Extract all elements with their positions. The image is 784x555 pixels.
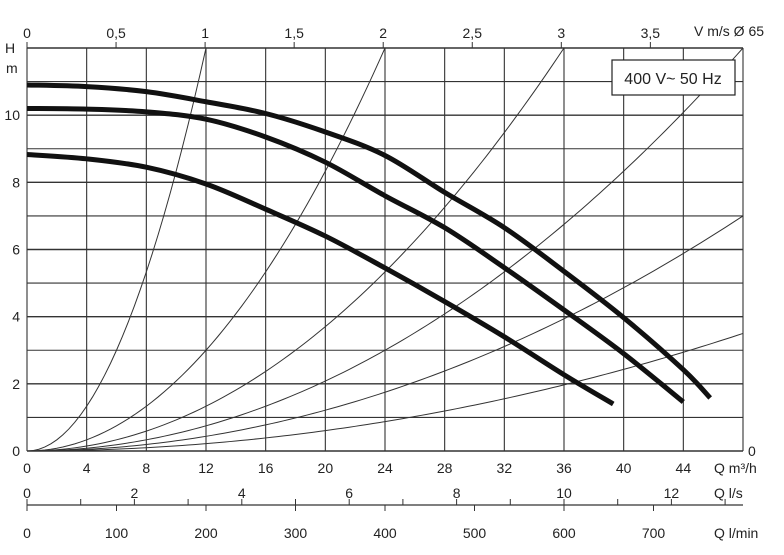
x-tick-label-m3h: 44 [676, 460, 692, 476]
x-tick-label-m3h: 8 [142, 460, 150, 476]
x-tick-label-m3h: 16 [258, 460, 274, 476]
pump-curves [26, 82, 713, 407]
x-tick-label-ls: 0 [23, 485, 31, 501]
x-tick-label-m3h: 24 [377, 460, 393, 476]
x-tick-label-lmin: 400 [373, 525, 397, 541]
y-tick-label: 2 [12, 376, 20, 392]
velocity-tick-label: 1 [201, 25, 209, 41]
y-tick-label: 0 [12, 443, 20, 459]
system-curve [26, 332, 744, 452]
system-curve [26, 47, 207, 452]
x-axis-m3h-label: Q m³/h [714, 460, 757, 476]
x-tick-label-m3h: 4 [83, 460, 91, 476]
velocity-tick-label: 3,5 [641, 25, 661, 41]
y-axis-label-h: H [5, 40, 15, 56]
system-curve [26, 47, 744, 452]
x-tick-label-m3h: 32 [497, 460, 513, 476]
y-tick-label: 6 [12, 242, 20, 258]
x-tick-label-ls: 8 [453, 485, 461, 501]
annotation-text: 400 V~ 50 Hz [624, 71, 721, 88]
x-tick-label-lmin: 500 [463, 525, 487, 541]
x-tick-label-m3h: 12 [198, 460, 214, 476]
y-tick-label: 8 [12, 174, 20, 190]
system-curves [26, 47, 744, 452]
velocity-tick-label: 2 [379, 25, 387, 41]
pump-curve [26, 105, 685, 404]
x-tick-label-m3h: 40 [616, 460, 632, 476]
system-curve [26, 47, 565, 452]
system-curve [26, 215, 744, 452]
annotation-box: 400 V~ 50 Hz [611, 59, 736, 96]
y-tick-label: 4 [12, 309, 20, 325]
x-tick-label-ls: 6 [345, 485, 353, 501]
x-axis-lmin-label: Q l/min [714, 525, 758, 541]
x-tick-label-lmin: 700 [642, 525, 666, 541]
x-tick-label-m3h: 20 [318, 460, 334, 476]
x-tick-label-lmin: 0 [23, 525, 31, 541]
x-tick-label-ls: 12 [664, 485, 680, 501]
system-curve [26, 47, 386, 452]
velocity-tick-label: 2,5 [463, 25, 483, 41]
velocity-tick-label: 0 [23, 25, 31, 41]
x-tick-label-lmin: 100 [105, 525, 129, 541]
velocity-axis-label: V m/s Ø 65 [694, 23, 764, 39]
x-tick-label-lmin: 300 [284, 525, 308, 541]
pump-curve [26, 82, 713, 400]
x-tick-label-m3h: 36 [556, 460, 572, 476]
velocity-tick-label: 3 [557, 25, 565, 41]
x-tick-label-lmin: 600 [552, 525, 576, 541]
pump-curve [26, 151, 615, 407]
x-axis-ls-label: Q l/s [714, 485, 743, 501]
velocity-tick-label: 1,5 [284, 25, 304, 41]
right-zero-label: 0 [748, 443, 756, 459]
x-tick-label-ls: 4 [238, 485, 246, 501]
grid [26, 47, 744, 452]
y-tick-label: 10 [4, 107, 20, 123]
x-tick-label-ls: 2 [131, 485, 139, 501]
y-axis-label-m: m [6, 60, 18, 76]
x-tick-label-m3h: 0 [23, 460, 31, 476]
x-tick-label-ls: 10 [556, 485, 572, 501]
velocity-tick-label: 0,5 [106, 25, 126, 41]
x-tick-label-m3h: 28 [437, 460, 453, 476]
x-tick-label-lmin: 200 [194, 525, 218, 541]
